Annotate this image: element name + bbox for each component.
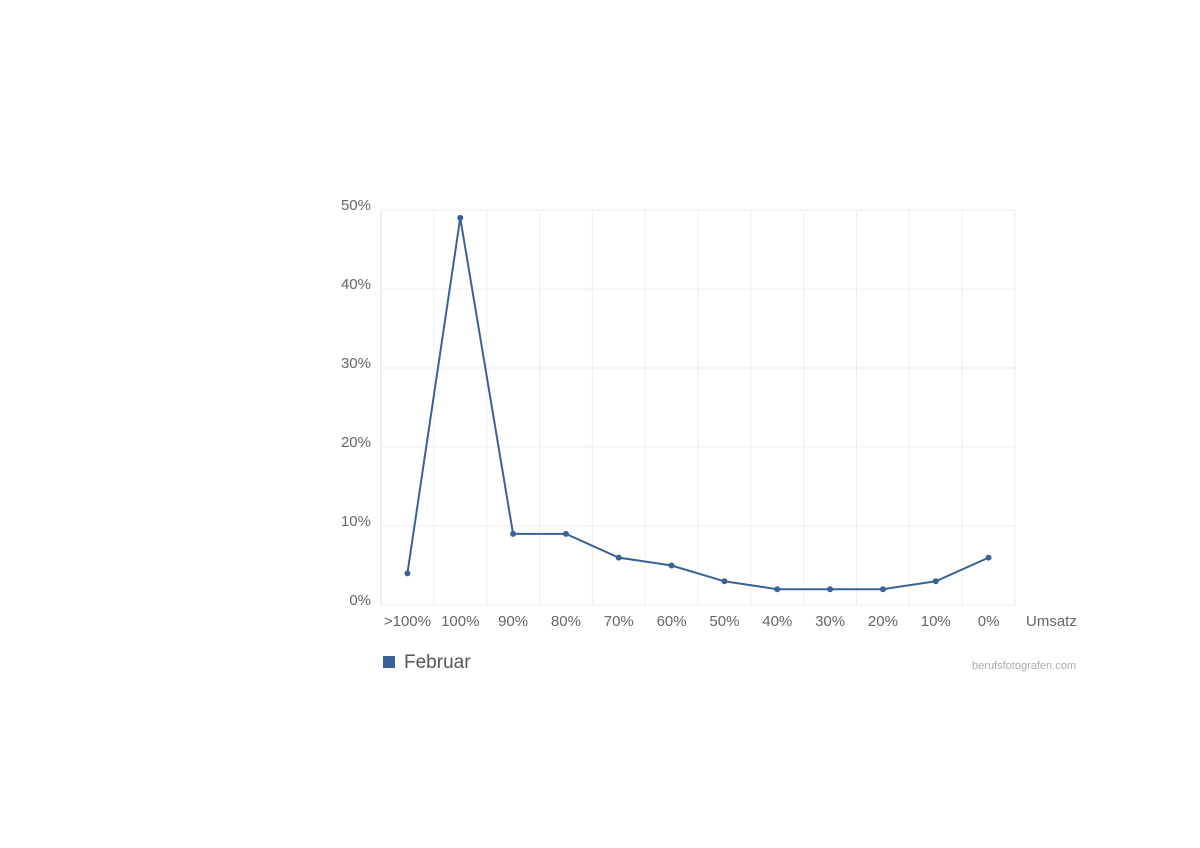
point <box>404 570 411 577</box>
x-tick-label: 20% <box>868 613 898 630</box>
y-tick-label: 30% <box>341 355 371 372</box>
point <box>774 586 781 593</box>
y-tick-label: 40% <box>341 276 371 293</box>
y-tick-label: 20% <box>341 434 371 451</box>
point <box>879 586 886 593</box>
legend-swatch <box>383 656 395 668</box>
y-tick-label: 0% <box>349 592 371 609</box>
watermark: berufsfotografen.com <box>972 660 1076 672</box>
x-tick-label: 0% <box>978 613 1000 630</box>
point <box>932 578 939 585</box>
series-line <box>406 217 989 591</box>
x-tick-label: 10% <box>921 613 951 630</box>
x-tick-label: >100% <box>384 613 431 630</box>
x-tick-label: 80% <box>551 613 581 630</box>
legend-label: Februar <box>404 652 471 673</box>
x-tick-label: 60% <box>657 613 687 630</box>
x-tick-label: 100% <box>441 613 479 630</box>
x-tick-label: 50% <box>709 613 739 630</box>
point <box>562 530 569 537</box>
x-tick-label: 90% <box>498 613 528 630</box>
point <box>721 578 728 585</box>
x-tick-label: 30% <box>815 613 845 630</box>
x-axis-label: Umsatz <box>1026 613 1077 630</box>
point <box>985 554 992 561</box>
point <box>827 586 834 593</box>
point <box>457 214 464 221</box>
point <box>615 554 622 561</box>
point <box>510 530 517 537</box>
x-tick-label: 40% <box>762 613 792 630</box>
y-tick-label: 10% <box>341 513 371 530</box>
y-tick-label: 50% <box>341 197 371 214</box>
x-tick-label: 70% <box>604 613 634 630</box>
point <box>668 562 675 569</box>
